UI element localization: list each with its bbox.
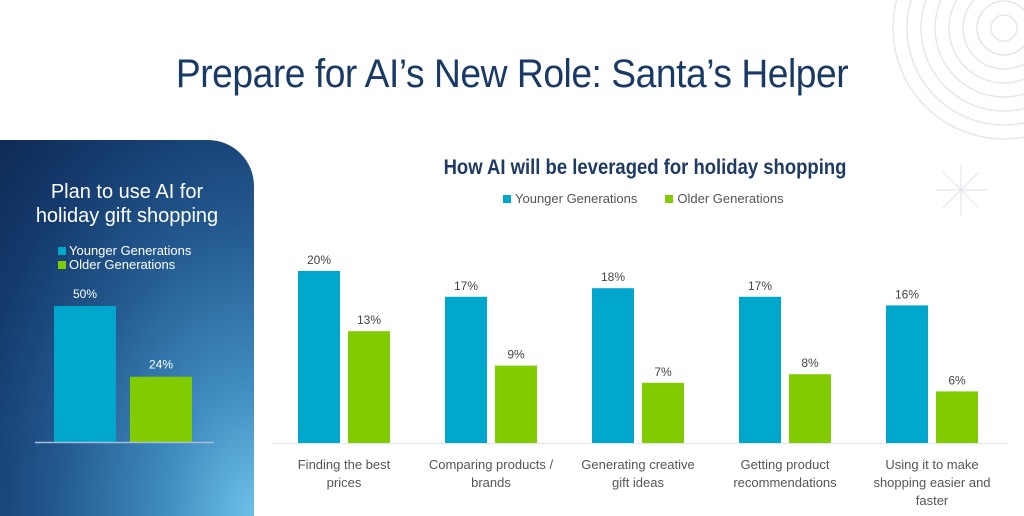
legend-swatch-younger: [503, 194, 511, 203]
page-title: Prepare for AI’s New Role: Santa’s Helpe…: [175, 52, 849, 96]
bar-younger: [592, 288, 634, 443]
data-label: 50%: [73, 287, 97, 301]
bar-younger: [886, 305, 928, 443]
bar-older: [642, 382, 684, 443]
data-label: 8%: [801, 356, 819, 370]
x-tick-label: Finding the best: [298, 457, 391, 472]
bar-younger: [54, 306, 116, 442]
data-label: 9%: [507, 348, 525, 362]
left-chart-title-line: holiday gift shopping: [35, 205, 219, 227]
data-label: 13%: [357, 313, 381, 327]
left-chart-legend: Younger Generations Older Generations: [58, 244, 191, 272]
bar-older: [789, 374, 831, 443]
data-label: 20%: [307, 253, 331, 267]
legend-swatch-younger: [58, 247, 66, 255]
concentric-circles-icon: [892, 0, 1024, 140]
legend-item-older: Older Generations: [58, 258, 191, 272]
sparkle-star-icon: [936, 165, 987, 216]
bar-older: [348, 331, 390, 443]
data-label: 16%: [895, 287, 919, 301]
bar-older: [130, 376, 192, 442]
x-tick-label: recommendations: [733, 475, 837, 490]
legend-label: Younger Generations: [515, 191, 638, 206]
x-tick-label: Comparing products /: [429, 457, 554, 472]
data-label: 7%: [654, 365, 672, 379]
x-tick-label: Using it to make: [885, 457, 978, 472]
x-tick-label: faster: [916, 493, 949, 508]
bar-older: [495, 365, 537, 443]
data-label: 17%: [748, 279, 772, 293]
legend-item-younger: Younger Generations: [503, 191, 637, 206]
legend-label: Younger Generations: [69, 243, 192, 258]
legend-item-older: Older Generations: [665, 191, 784, 206]
main-chart-title: How AI will be leveraged for holiday sho…: [443, 156, 847, 179]
x-tick-label: Generating creative: [581, 457, 694, 472]
bar-younger: [445, 296, 487, 443]
bar-younger: [739, 296, 781, 443]
legend-label: Older Generations: [677, 191, 784, 206]
left-chart-plot: 50% 24%: [35, 287, 214, 444]
bar-younger: [298, 271, 340, 443]
x-tick-label: shopping easier and: [873, 475, 990, 490]
left-chart-title-line: Plan to use AI for: [50, 181, 204, 203]
concentric-circles-icon: [892, 0, 1024, 216]
legend-swatch-older: [665, 194, 674, 203]
legend-label: Older Generations: [69, 257, 176, 272]
legend-swatch-older: [58, 261, 66, 269]
data-label: 6%: [948, 373, 966, 387]
x-tick-label: brands: [471, 475, 511, 490]
bar-older: [936, 391, 978, 443]
x-tick-label: Getting product: [741, 457, 830, 472]
data-label: 17%: [454, 279, 478, 293]
left-chart-title: Plan to use AI for holiday gift shopping: [0, 180, 254, 228]
data-label: 18%: [601, 270, 625, 284]
legend-item-younger: Younger Generations: [58, 244, 191, 258]
x-tick-label: prices: [327, 475, 362, 490]
data-label: 24%: [149, 358, 173, 372]
main-chart-legend: Younger Generations Older Generations: [503, 191, 784, 206]
x-tick-label: gift ideas: [612, 475, 665, 490]
left-panel: Plan to use AI for holiday gift shopping…: [0, 140, 254, 516]
